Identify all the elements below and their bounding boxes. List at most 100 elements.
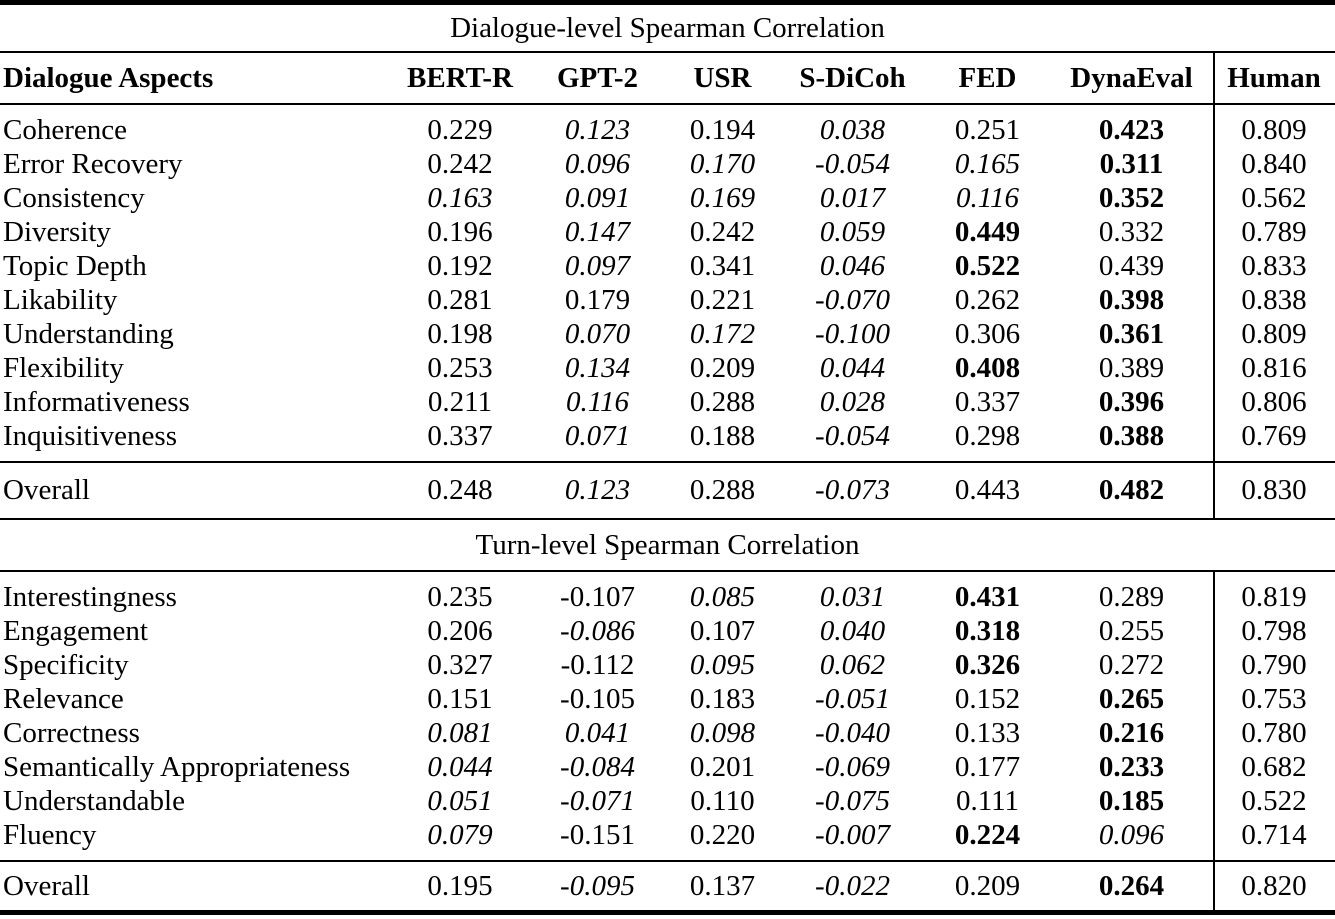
table-row: Specificity 0.327 -0.112 0.095 0.062 0.326 0.2… [0,648,1335,682]
value-cell: 0.147 [564,215,631,248]
value-cell: 0.838 [1241,283,1307,316]
top-rule [0,0,1335,5]
value-cell: 0.562 [1241,181,1307,214]
column-header-dynaeval: DynaEval [1070,61,1193,94]
aspect-label: Flexibility [3,351,124,384]
value-cell: 0.289 [1098,580,1165,613]
value-cell: -0.054 [815,419,890,452]
aspect-label: Overall [3,473,90,506]
table-row: Flexibility 0.253 0.134 0.209 0.044 0.408 0.38… [0,351,1335,385]
aspect-label: Engagement [3,614,148,647]
column-header-human: Human [1227,61,1321,94]
value-cell: 0.816 [1241,351,1307,384]
value-cell: 0.318 [954,614,1021,647]
value-cell: -0.070 [815,283,890,316]
value-cell: 0.682 [1241,750,1307,783]
value-cell: 0.169 [689,181,756,214]
value-cell: 0.211 [427,385,493,418]
value-cell: 0.306 [954,317,1021,350]
table-row: Overall 0.195 -0.095 0.137 -0.022 0.209 0.264 0… [0,869,1335,903]
table-header-row: Dialogue Aspects BERT-R GPT-2 USR S-DiCo… [0,53,1335,103]
value-cell: 0.233 [1098,750,1165,783]
value-cell: 0.229 [427,113,493,146]
value-cell: -0.086 [560,614,635,647]
value-cell: 0.085 [689,580,756,613]
value-cell: 0.097 [564,249,631,282]
value-cell: -0.069 [815,750,890,783]
value-cell: 0.206 [427,614,493,647]
value-cell: 0.177 [954,750,1021,783]
value-cell: 0.062 [819,648,886,681]
value-cell: 0.209 [689,351,756,384]
aspect-label: Topic Depth [3,249,147,282]
column-header-s-dicoh: S-DiCoh [799,61,906,94]
value-cell: 0.388 [1098,419,1165,452]
value-cell: 0.172 [689,317,756,350]
table-row: Error Recovery 0.242 0.096 0.170 -0.054 0.165… [0,147,1335,181]
table-row: Consistency 0.163 0.091 0.169 0.017 0.116 0.35… [0,181,1335,215]
value-cell: 0.209 [954,869,1021,902]
rule-above-turn-overall [0,860,1335,862]
table-row: Likability 0.281 0.179 0.221 -0.070 0.262 0.39… [0,283,1335,317]
value-cell: 0.288 [689,385,756,418]
value-cell: -0.107 [560,580,635,613]
value-cell: 0.079 [427,818,493,851]
value-cell: 0.152 [954,682,1021,715]
aspect-label: Coherence [3,113,127,146]
value-cell: 0.051 [427,784,493,817]
value-cell: 0.096 [1098,818,1165,851]
value-cell: 0.798 [1241,614,1307,647]
value-cell: 0.833 [1241,249,1307,282]
value-cell: 0.221 [689,283,756,316]
rule-below-dialogue-overall [0,518,1335,520]
aspect-label: Interestingness [3,580,177,613]
aspect-label: Diversity [3,215,111,248]
value-cell: 0.242 [689,215,756,248]
aspect-label: Specificity [3,648,129,681]
value-cell: 0.352 [1098,181,1165,214]
value-cell: 0.398 [1098,283,1165,316]
value-cell: 0.123 [564,113,631,146]
value-cell: 0.165 [954,147,1021,180]
value-cell: 0.110 [690,784,755,817]
value-cell: -0.071 [560,784,635,817]
value-cell: 0.170 [689,147,756,180]
value-cell: 0.116 [955,181,1020,214]
value-cell: 0.198 [427,317,493,350]
table-row: Semantically Appropriateness 0.044 -0.084 0… [0,750,1335,784]
table-row: Informativeness 0.211 0.116 0.288 0.028 0.337… [0,385,1335,419]
value-cell: 0.183 [689,682,756,715]
value-cell: 0.096 [564,147,631,180]
value-cell: -0.022 [815,869,890,902]
value-cell: 0.281 [427,283,493,316]
value-cell: 0.789 [1241,215,1307,248]
column-header-fed: FED [958,61,1017,94]
column-divider [1213,53,1215,103]
value-cell: 0.041 [564,716,631,749]
value-cell: 0.224 [954,818,1021,851]
value-cell: 0.220 [689,818,756,851]
aspect-label: Understanding [3,317,174,350]
value-cell: 0.522 [1241,784,1307,817]
value-cell: 0.185 [1098,784,1165,817]
value-cell: 0.341 [689,249,756,282]
value-cell: 0.095 [689,648,756,681]
value-cell: 0.044 [819,351,886,384]
table-row: Understandable 0.051 -0.071 0.110 -0.075 0.11… [0,784,1335,818]
value-cell: -0.054 [815,147,890,180]
value-cell: 0.298 [954,419,1021,452]
value-cell: 0.820 [1241,869,1307,902]
column-divider [1213,572,1215,860]
value-cell: 0.031 [819,580,886,613]
aspect-label: Likability [3,283,118,316]
value-cell: 0.133 [954,716,1021,749]
value-cell: 0.327 [427,648,493,681]
value-cell: -0.105 [560,682,635,715]
value-cell: -0.095 [560,869,635,902]
value-cell: 0.753 [1241,682,1307,715]
value-cell: -0.112 [560,648,635,681]
value-cell: 0.262 [954,283,1021,316]
aspect-label: Inquisitiveness [3,419,177,452]
value-cell: -0.073 [815,473,890,506]
